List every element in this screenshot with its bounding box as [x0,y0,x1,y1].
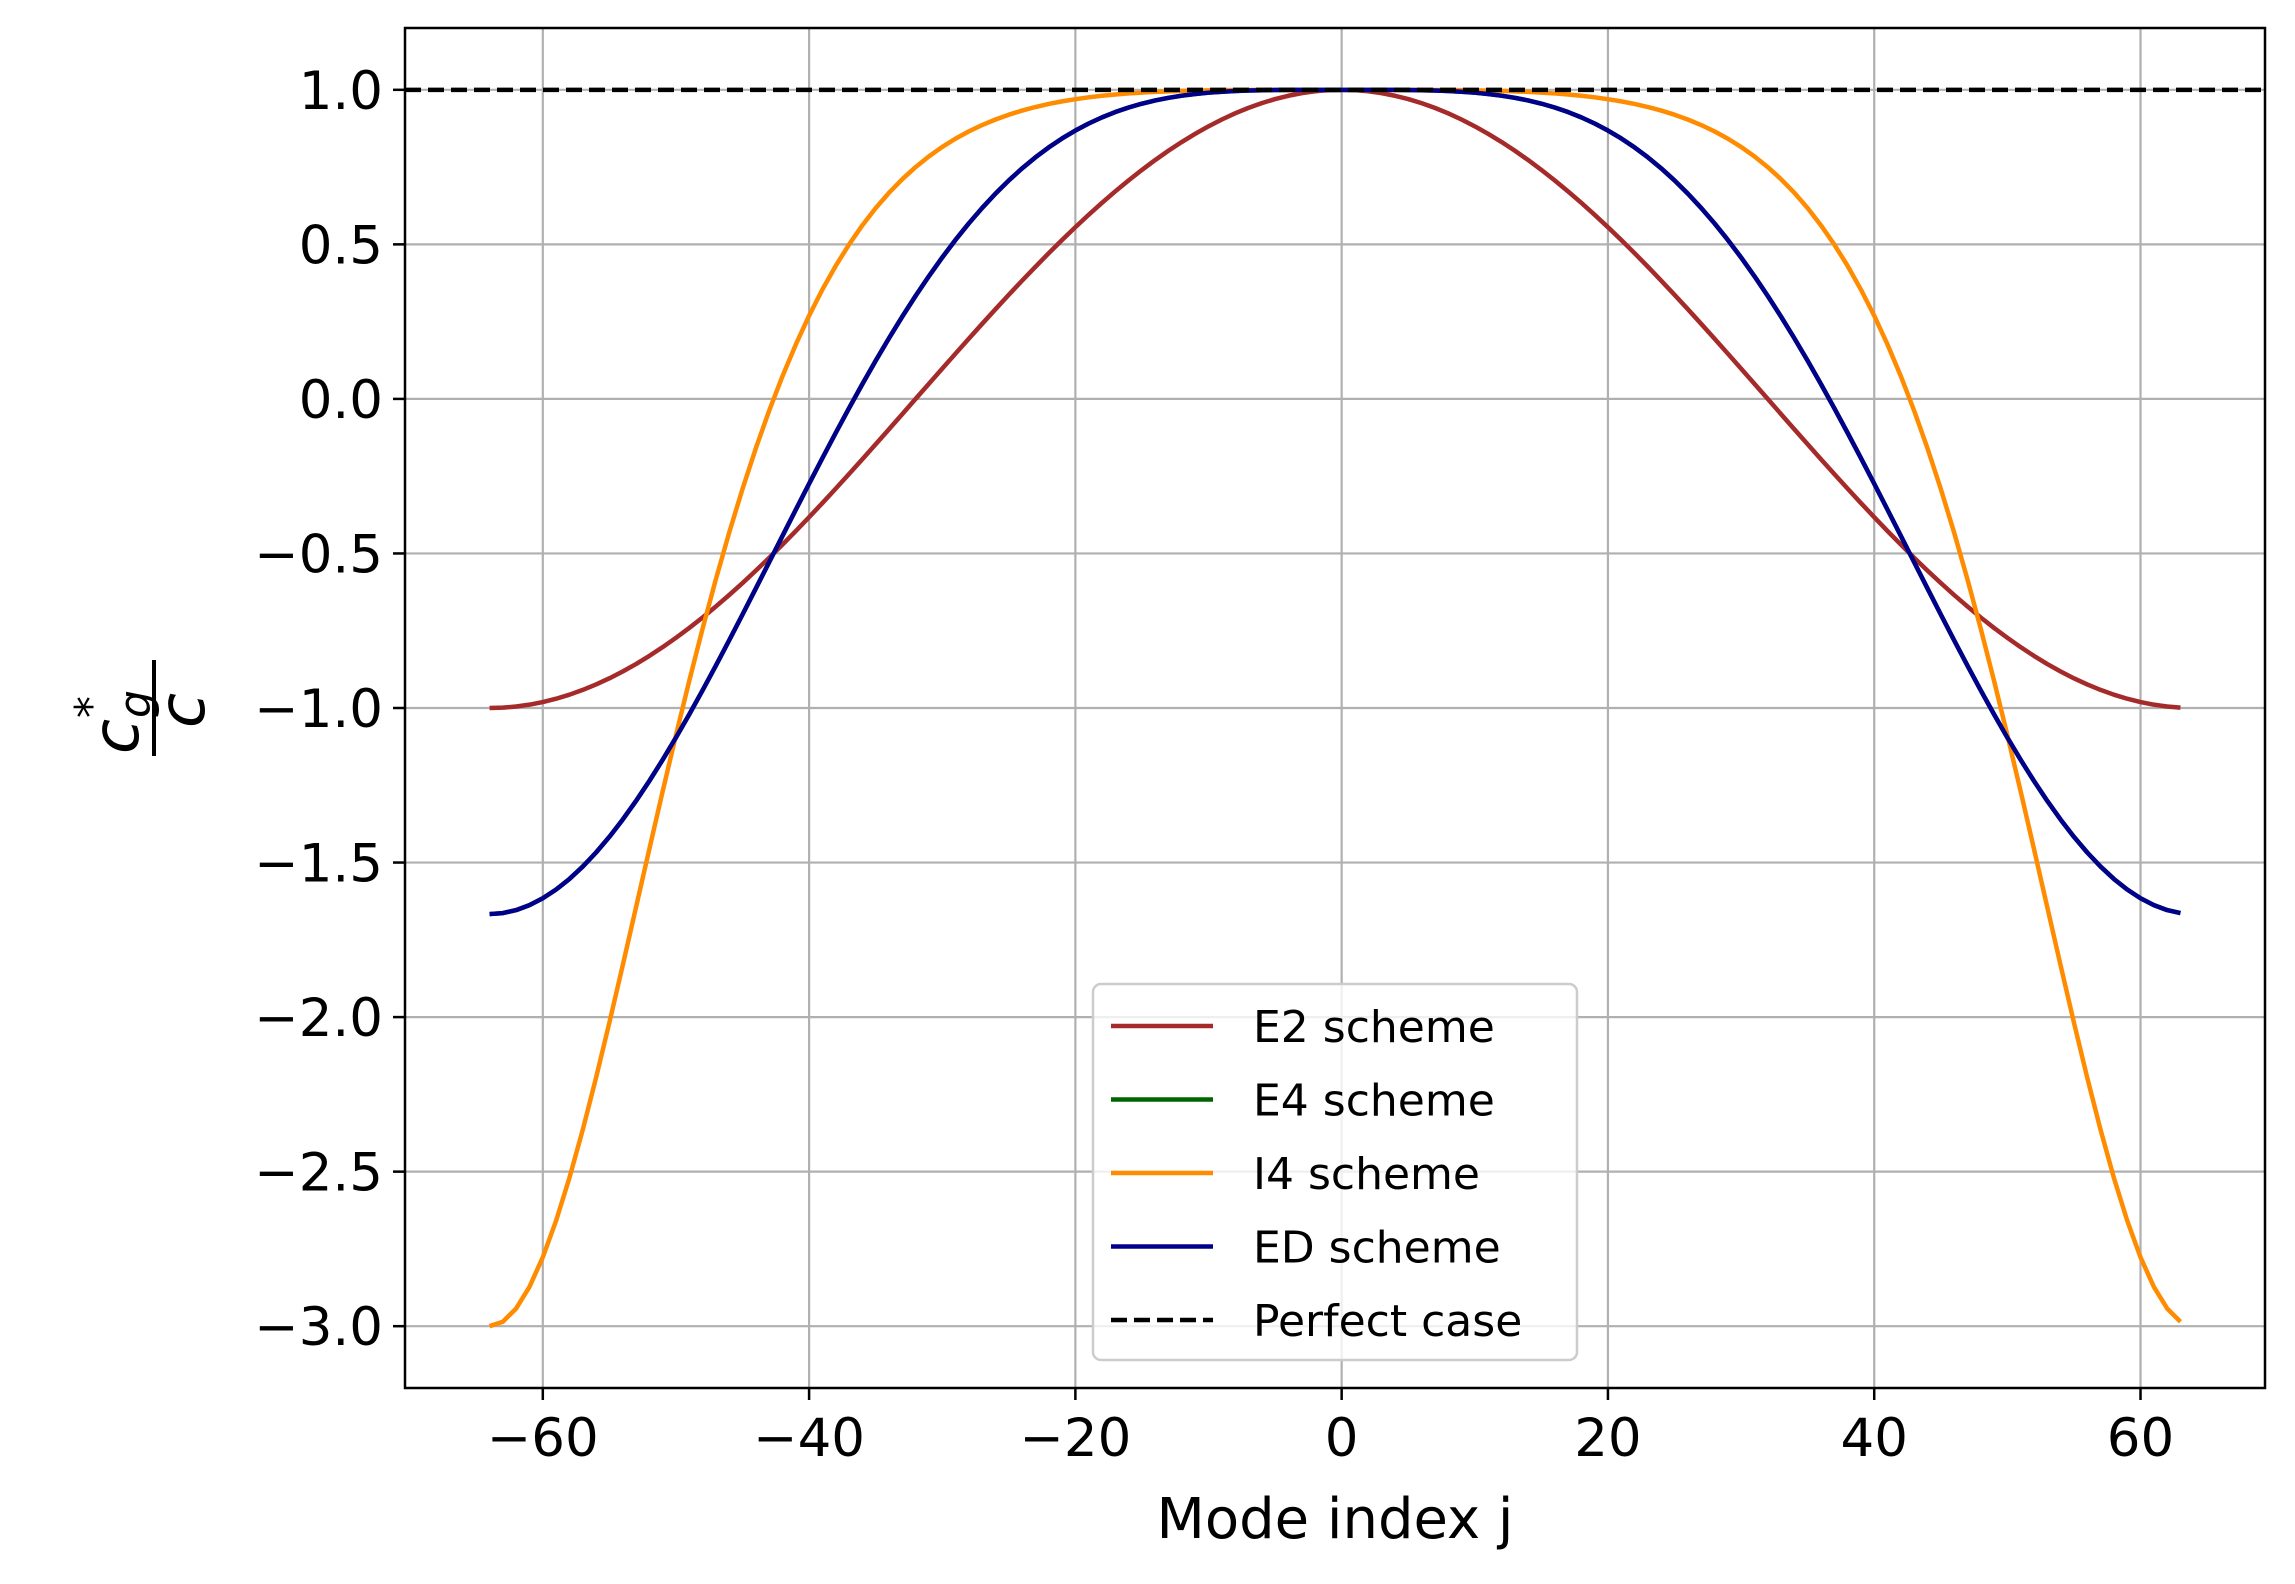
y-label-base: c [80,719,154,754]
x-axis-label: Mode index j [1157,1487,1514,1552]
y-tick-label: 1.0 [299,61,383,122]
x-tick-label: −40 [753,1408,865,1469]
x-tick-label: 60 [2107,1408,2174,1469]
legend: E2 scheme E4 scheme I4 scheme ED scheme Perf… [1091,982,1579,1362]
legend-box [1091,982,1579,1362]
x-tick-label: 20 [1574,1408,1641,1469]
legend-label-perfect: Perfect case [1253,1296,1522,1347]
x-tick-label: −60 [487,1408,599,1469]
y-label-superscript: * [66,696,117,718]
y-label-denominator: c [146,693,220,728]
y-tick-label: −1.5 [254,834,383,895]
ticks: −60 −40 −20 0 20 40 60 1.0 0.5 0.0 −0.5 −1.0 −1.5 −2.… [254,61,2174,1469]
y-tick-label: −2.0 [254,988,383,1049]
legend-label-e2: E2 scheme [1253,1002,1495,1053]
x-tick-label: 40 [1841,1408,1908,1469]
legend-label-ed: ED scheme [1253,1223,1501,1274]
x-tick-label: −20 [1019,1408,1131,1469]
x-tick-label: 0 [1325,1408,1359,1469]
y-tick-label: 0.5 [299,215,383,276]
y-axis-label: c g * c [66,660,220,756]
y-tick-label: −0.5 [254,524,383,585]
legend-label-e4: E4 scheme [1253,1076,1495,1127]
legend-label-i4: I4 scheme [1253,1149,1480,1200]
y-tick-label: −2.5 [254,1143,383,1204]
y-tick-label: −3.0 [254,1297,383,1358]
series-layer [405,87,2265,1329]
y-tick-label: 0.0 [299,370,383,431]
y-tick-label: −1.0 [254,679,383,740]
